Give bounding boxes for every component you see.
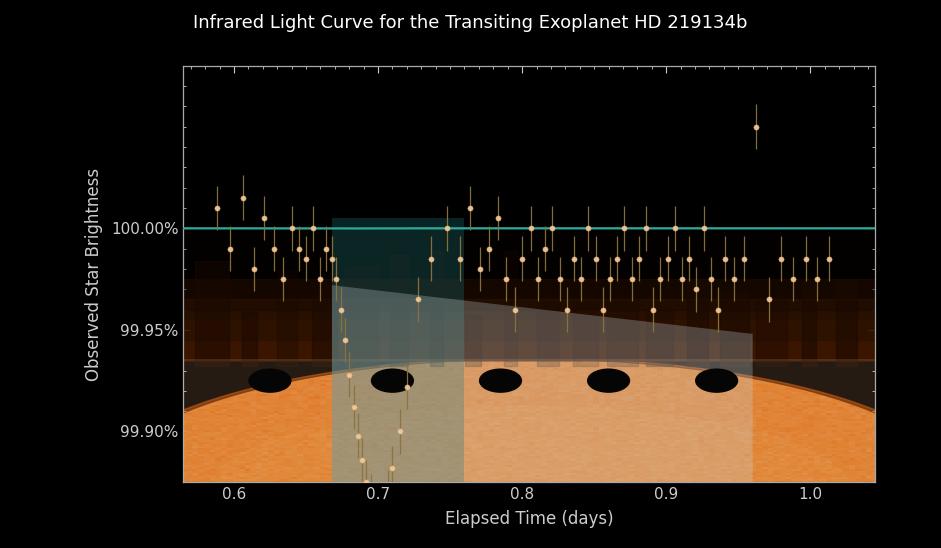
Polygon shape (101, 361, 941, 493)
Polygon shape (332, 285, 753, 482)
Text: Infrared Light Curve for the Transiting Exoplanet HD 219134b: Infrared Light Curve for the Transiting … (193, 14, 748, 32)
Y-axis label: Observed Star Brightness: Observed Star Brightness (85, 168, 103, 380)
Polygon shape (208, 407, 851, 493)
Ellipse shape (695, 368, 739, 393)
Ellipse shape (248, 368, 292, 393)
X-axis label: Elapsed Time (days): Elapsed Time (days) (445, 510, 614, 528)
Polygon shape (92, 358, 941, 493)
Ellipse shape (587, 368, 630, 393)
Ellipse shape (371, 368, 414, 393)
Ellipse shape (479, 368, 522, 393)
Polygon shape (332, 218, 465, 482)
